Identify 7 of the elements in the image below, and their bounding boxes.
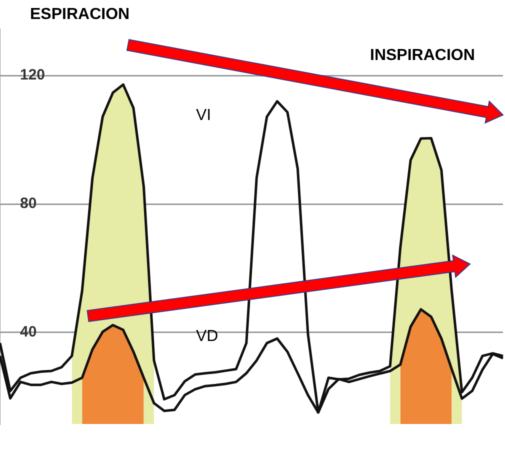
y-tick-label: 120	[20, 66, 46, 84]
annotation: INSPIRACION	[370, 47, 475, 65]
y-tick-label: 80	[20, 195, 37, 212]
text: ESPIRACION	[30, 6, 130, 24]
annotation: VI	[196, 107, 212, 125]
y-tick-label: 40	[20, 324, 37, 341]
annotation: VD	[196, 328, 218, 346]
